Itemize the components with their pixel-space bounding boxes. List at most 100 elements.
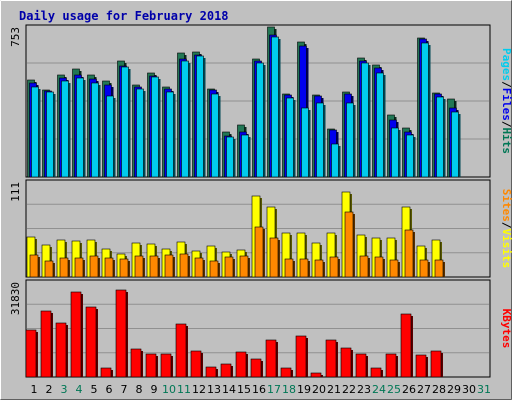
x-label-day-19: 19 xyxy=(297,383,311,396)
bar-kbytes-day-13 xyxy=(205,366,217,378)
bar-pages-day-14 xyxy=(226,136,234,178)
chart-title: Daily usage for February 2018 xyxy=(19,9,229,23)
bar-sites-day-12 xyxy=(194,257,204,278)
bar-pages-day-7 xyxy=(121,66,129,178)
bar-pages-day-4 xyxy=(76,77,84,178)
bar-pages-day-17 xyxy=(271,36,279,178)
bar-sites-day-11 xyxy=(179,253,189,278)
bar-pages-day-28 xyxy=(436,96,444,178)
bar-pages-day-20 xyxy=(316,102,324,178)
bar-sites-day-23 xyxy=(359,255,369,278)
x-label-day-24: 24 xyxy=(372,383,386,396)
x-label-day-26: 26 xyxy=(402,383,416,396)
bar-sites-day-22 xyxy=(344,211,354,278)
bar-pages-day-22 xyxy=(346,102,354,178)
bar-sites-day-4 xyxy=(74,257,84,278)
x-label-day-30: 30 xyxy=(462,383,476,396)
bar-kbytes-day-1 xyxy=(25,329,37,378)
x-label-day-23: 23 xyxy=(357,383,371,396)
bar-kbytes-day-10 xyxy=(160,353,172,378)
x-label-day-4: 4 xyxy=(76,383,83,396)
bar-kbytes-day-21 xyxy=(325,339,337,378)
bar-kbytes-day-26 xyxy=(400,313,412,378)
x-label-day-18: 18 xyxy=(282,383,296,396)
bar-kbytes-day-8 xyxy=(130,348,142,378)
side-legend-2: Sites/Visits xyxy=(500,189,512,269)
side-legend-part: Pages xyxy=(500,48,512,81)
bar-pages-day-5 xyxy=(91,82,99,178)
bar-sites-day-24 xyxy=(374,256,384,278)
bar-sites-day-9 xyxy=(149,255,159,278)
bar-pages-day-10 xyxy=(166,91,174,178)
bar-pages-day-23 xyxy=(361,62,369,178)
y-max-label: 111 xyxy=(9,182,22,202)
bar-pages-day-15 xyxy=(241,134,249,178)
x-label-day-22: 22 xyxy=(342,383,356,396)
x-label-day-29: 29 xyxy=(447,383,461,396)
bar-kbytes-day-9 xyxy=(145,353,157,378)
bar-sites-day-20 xyxy=(314,259,324,278)
bar-sites-day-21 xyxy=(329,256,339,278)
bar-pages-day-3 xyxy=(61,80,69,178)
x-label-day-15: 15 xyxy=(237,383,251,396)
x-label-day-20: 20 xyxy=(312,383,326,396)
bar-sites-day-16 xyxy=(254,226,264,278)
bar-kbytes-day-14 xyxy=(220,363,232,378)
x-label-day-14: 14 xyxy=(222,383,236,396)
x-label-day-16: 16 xyxy=(252,383,266,396)
side-legend-part: KBytes xyxy=(500,309,512,349)
bar-kbytes-day-20 xyxy=(310,372,322,378)
bar-sites-day-28 xyxy=(434,259,444,278)
bar-pages-day-6 xyxy=(106,95,114,178)
bar-sites-day-25 xyxy=(389,259,399,278)
bar-kbytes-day-17 xyxy=(265,339,277,378)
bar-kbytes-day-22 xyxy=(340,347,352,378)
x-label-day-11: 11 xyxy=(177,383,191,396)
x-label-day-28: 28 xyxy=(432,383,446,396)
panel-2: 111 Sites/Visits xyxy=(9,179,512,278)
bar-pages-day-25 xyxy=(391,127,399,178)
bar-kbytes-day-27 xyxy=(415,354,427,378)
x-label-day-31: 31 xyxy=(477,383,491,396)
bar-sites-day-17 xyxy=(269,237,279,278)
bar-sites-day-3 xyxy=(59,257,69,278)
x-label-day-5: 5 xyxy=(91,383,98,396)
y-max-label: 31830 xyxy=(9,282,22,315)
bar-kbytes-day-19 xyxy=(295,335,307,378)
bar-kbytes-day-6 xyxy=(100,367,112,378)
bar-pages-day-16 xyxy=(256,62,264,178)
bar-sites-day-18 xyxy=(284,258,294,278)
x-label-day-7: 7 xyxy=(121,383,128,396)
x-label-day-2: 2 xyxy=(46,383,53,396)
x-label-day-13: 13 xyxy=(207,383,221,396)
side-legend-part: / xyxy=(500,81,512,88)
x-label-day-17: 17 xyxy=(267,383,281,396)
bar-pages-day-12 xyxy=(196,55,204,178)
side-legend-3: KBytes xyxy=(500,309,512,349)
side-legend-part: / xyxy=(500,222,512,229)
bar-sites-day-6 xyxy=(104,257,114,278)
bar-pages-day-29 xyxy=(451,111,459,178)
bar-sites-day-5 xyxy=(89,255,99,278)
bar-pages-day-13 xyxy=(211,93,219,178)
bar-kbytes-day-28 xyxy=(430,350,442,378)
bar-kbytes-day-15 xyxy=(235,351,247,378)
bar-kbytes-day-3 xyxy=(55,322,67,378)
x-label-day-27: 27 xyxy=(417,383,431,396)
bar-pages-day-24 xyxy=(376,72,384,178)
bar-sites-day-14 xyxy=(224,256,234,278)
bar-kbytes-day-7 xyxy=(115,289,127,378)
bar-kbytes-day-11 xyxy=(175,323,187,378)
x-label-day-6: 6 xyxy=(106,383,113,396)
side-legend-part: / xyxy=(500,121,512,128)
side-legend-1: Pages/Files/Hits xyxy=(500,48,512,154)
bar-pages-day-19 xyxy=(301,107,309,178)
bar-sites-day-13 xyxy=(209,260,219,278)
y-max-label: 753 xyxy=(9,27,22,47)
chart-panels: 753 Pages/Files/Hits 111 Sites/Visits 31830 K… xyxy=(9,24,512,378)
bar-pages-day-1 xyxy=(31,86,39,178)
bar-sites-day-27 xyxy=(419,259,429,278)
panel-1: 753 Pages/Files/Hits xyxy=(9,24,512,178)
x-label-day-1: 1 xyxy=(31,383,38,396)
